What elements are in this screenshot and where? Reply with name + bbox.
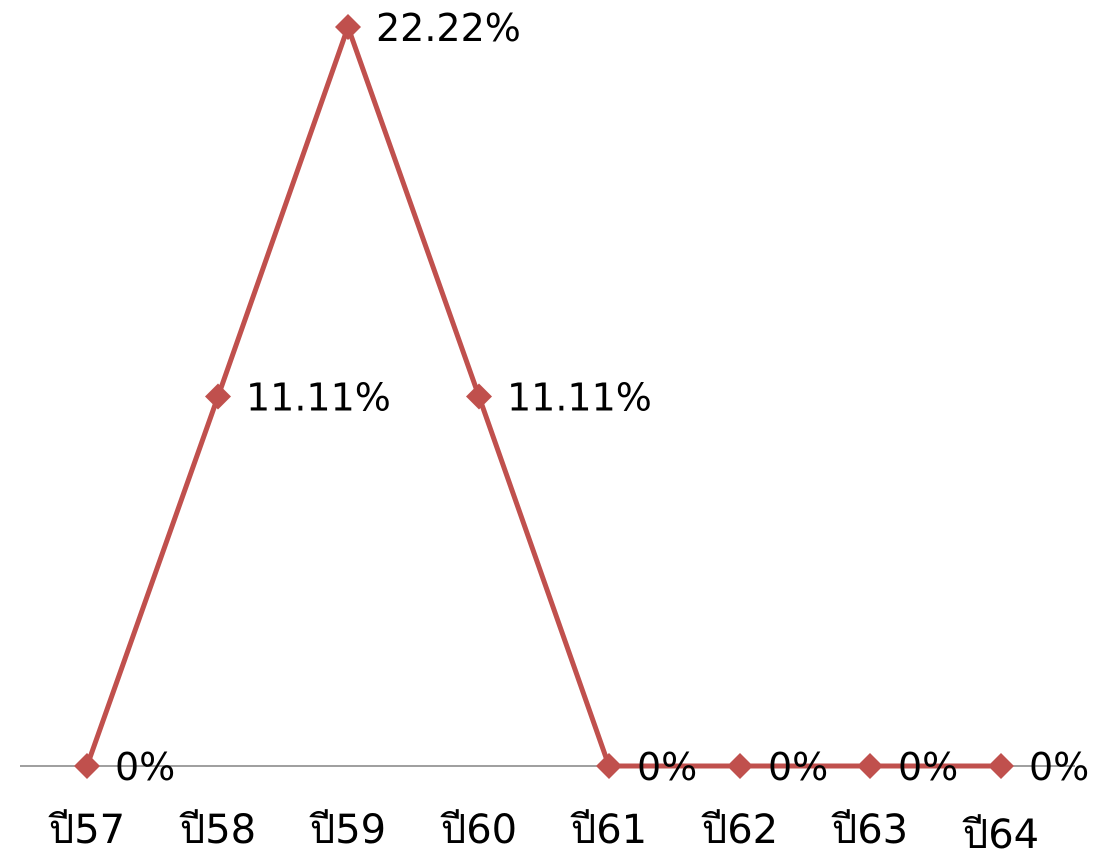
x-tick-label: ปี63: [831, 807, 908, 851]
data-point-marker: [335, 14, 361, 40]
data-point-marker: [74, 753, 100, 779]
data-label: 0%: [115, 745, 175, 789]
x-tick-label: ปี60: [440, 807, 517, 851]
data-point-marker: [205, 383, 231, 410]
x-tick-label: ปี62: [701, 807, 778, 851]
tick-label-layer: ปี57 ปี58 ปี59 ปี60 ปี61 ปี62 ปี63 ปี64: [48, 807, 1039, 851]
marker-layer: [74, 14, 1014, 779]
data-label: 11.11%: [246, 376, 391, 420]
series-line: [84, 24, 1001, 769]
data-point-marker: [466, 383, 492, 410]
data-label: 0%: [1029, 745, 1089, 789]
data-point-marker: [596, 753, 622, 779]
data-label: 22.22%: [376, 6, 521, 50]
series-line-layer: [84, 24, 1001, 769]
data-label: 0%: [768, 745, 828, 789]
data-point-marker: [727, 753, 753, 779]
x-tick-label: ปี58: [179, 807, 256, 851]
x-tick-label: ปี64: [962, 812, 1039, 851]
data-label-layer: 0% 11.11% 22.22% 11.11% 0% 0% 0% 0%: [115, 6, 1089, 789]
data-label: 11.11%: [507, 376, 652, 420]
data-point-marker: [857, 753, 883, 779]
x-tick-label: ปี57: [48, 807, 125, 851]
x-tick-label: ปี59: [309, 807, 386, 851]
data-label: 0%: [637, 745, 697, 789]
data-label: 0%: [898, 745, 958, 789]
data-point-marker: [988, 753, 1014, 779]
x-tick-label: ปี61: [570, 807, 647, 851]
